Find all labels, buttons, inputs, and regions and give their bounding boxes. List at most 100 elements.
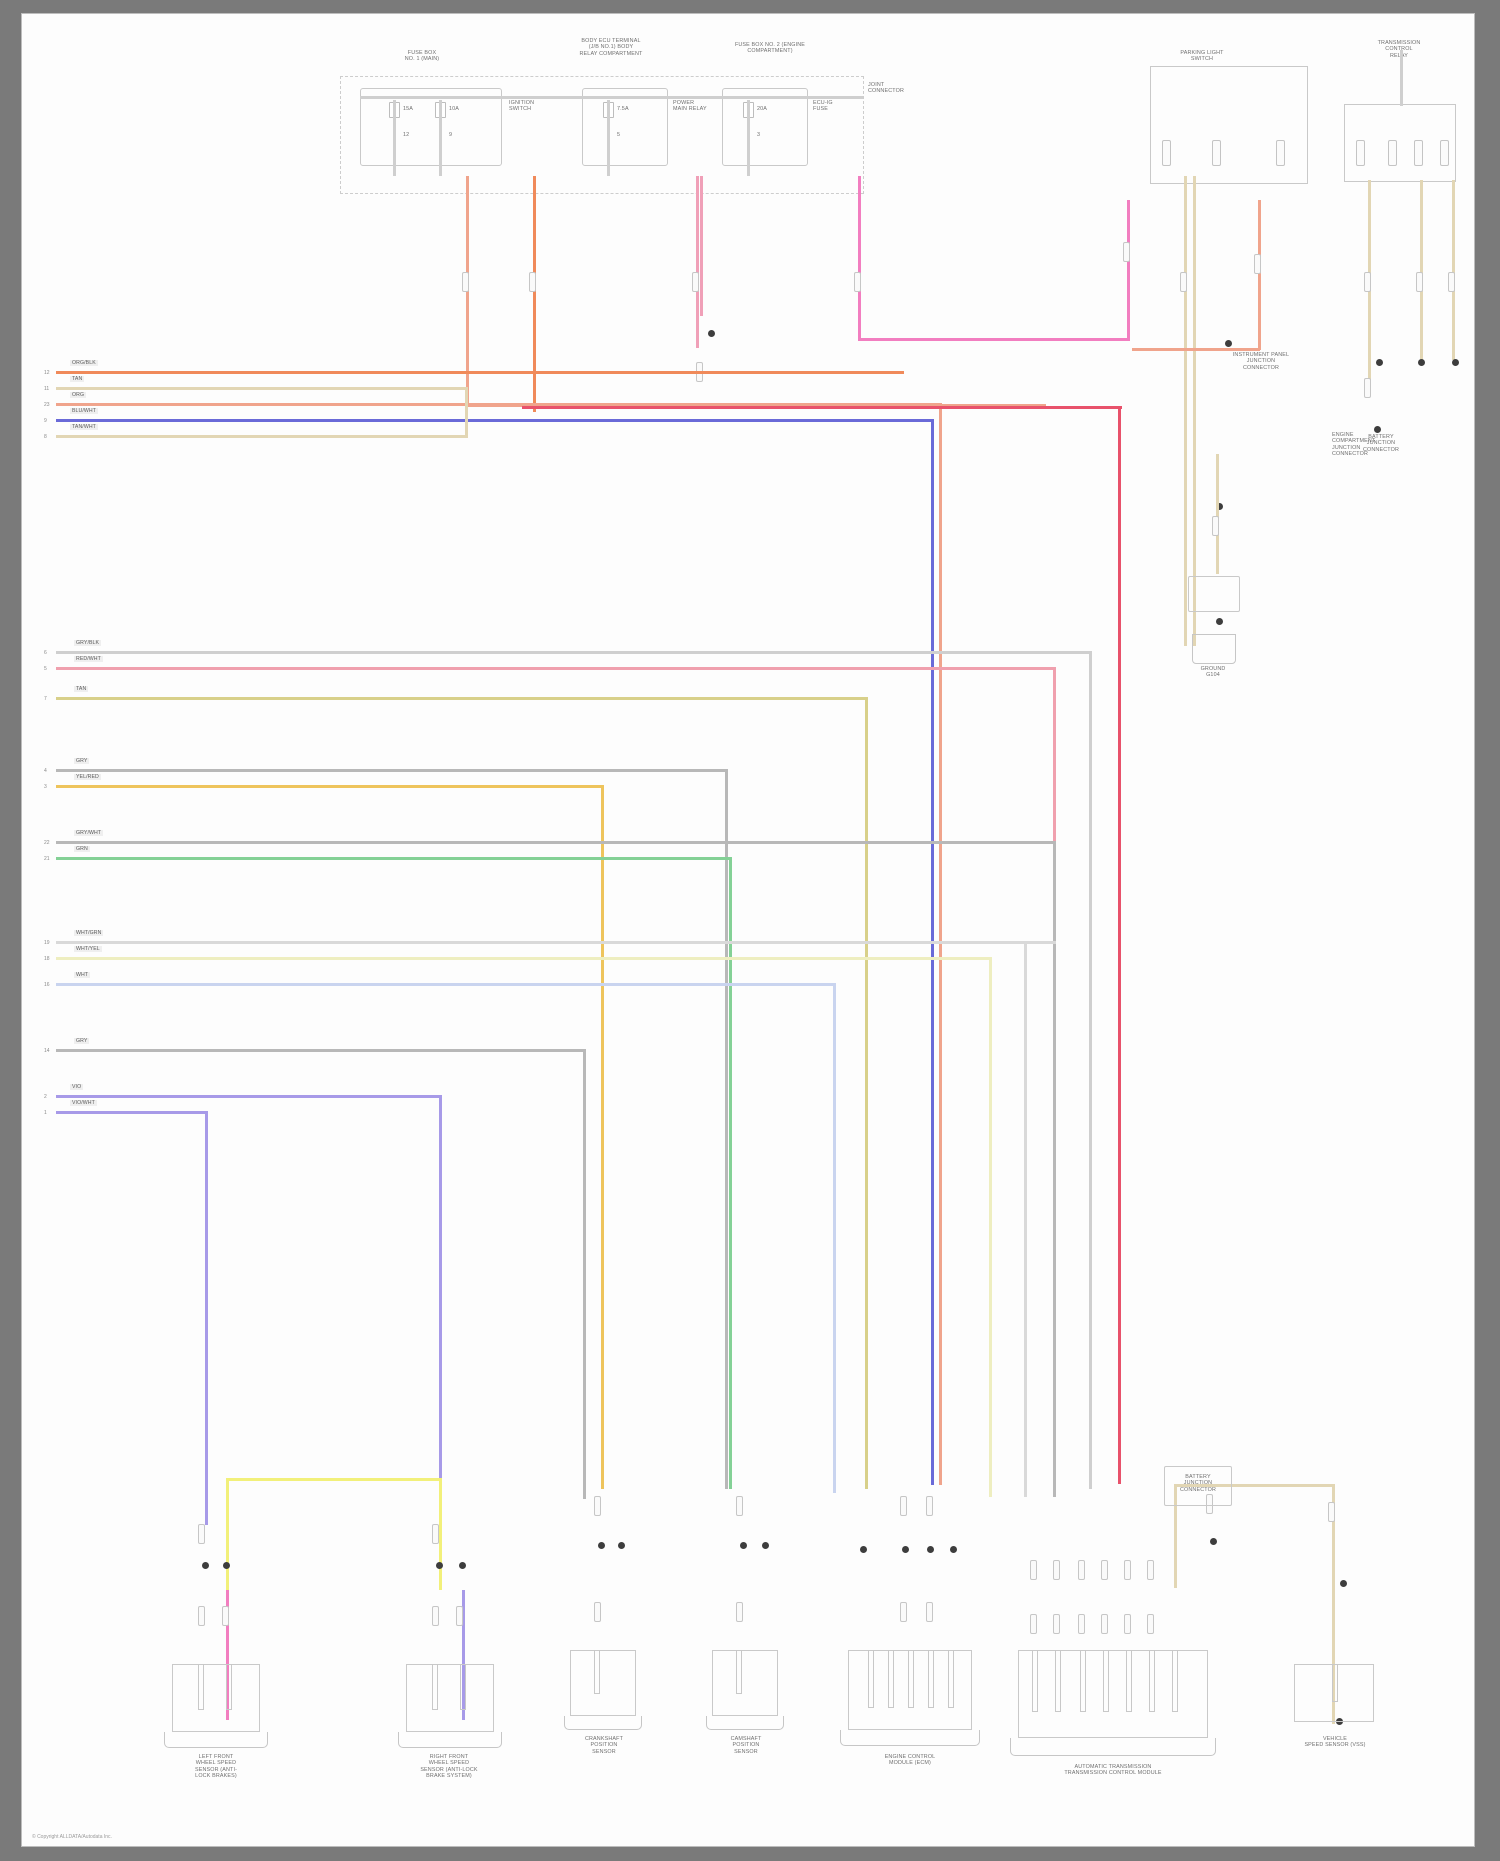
fuse-block-left-title: FUSE BOX NO. 1 (MAIN) (404, 50, 440, 63)
transmission-relay-pin-4[interactable] (1440, 140, 1449, 166)
terminal-bt10[interactable] (736, 1602, 743, 1622)
harness-c-wire-1 (56, 697, 868, 700)
mod-crank-sensor-body (570, 1650, 636, 1716)
terminal-bt7[interactable] (594, 1496, 601, 1516)
harness-c-label-1: TAN (74, 686, 89, 692)
terminal-bt12[interactable] (926, 1496, 933, 1516)
park-light-pin-1[interactable] (1162, 140, 1171, 166)
terminal-t12[interactable] (1364, 378, 1371, 398)
fuse-block-right-body (722, 88, 808, 166)
terminal-bt15[interactable] (1206, 1494, 1213, 1514)
harness-a-wire-4-v (931, 419, 934, 1485)
harness-a-pin-1: 12 (44, 370, 50, 376)
terminal-tcm-5[interactable] (1124, 1560, 1131, 1580)
mod-abs-speed-lf-prong-1 (198, 1664, 204, 1710)
transmission-relay-pin-2[interactable] (1388, 140, 1397, 166)
park-light-switch-body (1150, 66, 1308, 184)
park-light-pin-2[interactable] (1212, 140, 1221, 166)
terminal-tcm-11[interactable] (1124, 1614, 1131, 1634)
splice-point-b13 (1210, 1538, 1217, 1545)
terminal-bt4[interactable] (432, 1524, 439, 1544)
tcm-aux-connector (1164, 1466, 1232, 1506)
mod-engine-ecu-prong-3 (908, 1650, 914, 1708)
terminal-bt16[interactable] (1328, 1502, 1335, 1522)
fuse-20a-label: 20A (757, 106, 768, 112)
terminal-bt3[interactable] (222, 1606, 229, 1626)
harness-f-wire-2-v (989, 957, 992, 1497)
terminal-tcm-1[interactable] (1030, 1560, 1037, 1580)
terminal-bt8[interactable] (594, 1602, 601, 1622)
harness-e-label-2: GRN (74, 846, 90, 852)
terminal-t1[interactable] (462, 272, 469, 292)
terminal-tcm-9[interactable] (1078, 1614, 1085, 1634)
wire-jc-drop (1216, 454, 1219, 574)
terminal-tcm-10[interactable] (1101, 1614, 1108, 1634)
wire-yellow-jumper-v1 (226, 1478, 229, 1590)
mod-abs-speed-rf-shell (398, 1732, 502, 1748)
harness-a-wire-2 (56, 387, 468, 390)
harness-h-label-2: VIO/WHT (70, 1100, 97, 1106)
terminal-jc-1[interactable] (1212, 516, 1219, 536)
mod-cam-sensor-prong-1 (736, 1650, 742, 1694)
harness-c-wire-1-v (865, 697, 868, 1489)
splice-point-b3 (436, 1562, 443, 1569)
harness-b-label-1: GRY/BLK (74, 640, 102, 646)
fuse-block-center-title: BODY ECU TERMINAL (J/B NO.1) BODY RELAY … (579, 38, 643, 57)
terminal-bt5[interactable] (432, 1606, 439, 1626)
mod-abs-speed-rf-prong-1 (432, 1664, 438, 1710)
harness-a-pin-3: 23 (44, 402, 50, 408)
terminal-bt2[interactable] (198, 1606, 205, 1626)
splice-point-s3 (1376, 359, 1383, 366)
mod-tcm-prong-7 (1172, 1650, 1178, 1712)
terminal-bt9[interactable] (736, 1496, 743, 1516)
terminal-t7[interactable] (1180, 272, 1187, 292)
harness-g-label-1: GRY (74, 1038, 90, 1044)
terminal-t2[interactable] (529, 272, 536, 292)
terminal-t3[interactable] (692, 272, 699, 292)
mod-engine-ecu-shell (840, 1730, 980, 1746)
terminal-tcm-8[interactable] (1053, 1614, 1060, 1634)
terminal-bt6[interactable] (456, 1606, 463, 1626)
wire-run-tan-far-b (1420, 180, 1423, 360)
harness-d-pin-2: 3 (44, 784, 47, 790)
terminal-t11[interactable] (1448, 272, 1455, 292)
transmission-relay-pin-3[interactable] (1414, 140, 1423, 166)
park-light-pin-3[interactable] (1276, 140, 1285, 166)
harness-f-pin-3: 16 (44, 982, 50, 988)
terminal-tcm-2[interactable] (1053, 1560, 1060, 1580)
terminal-tcm-4[interactable] (1101, 1560, 1108, 1580)
terminal-tcm-3[interactable] (1078, 1560, 1085, 1580)
mod-abs-speed-rf-body (406, 1664, 494, 1732)
terminal-t5[interactable] (854, 272, 861, 292)
harness-d-label-1: GRY (74, 758, 90, 764)
park-light-switch-title: PARKING LIGHT SWITCH (1180, 50, 1224, 63)
terminal-t10[interactable] (1416, 272, 1423, 292)
mod-tcm-prong-5 (1126, 1650, 1132, 1712)
terminal-t8[interactable] (1254, 254, 1261, 274)
harness-a-pin-4: 9 (44, 418, 47, 424)
harness-h-wire-2-v (205, 1111, 208, 1525)
mod-vss-prong-1 (1332, 1664, 1338, 1702)
harness-h-wire-2 (56, 1111, 208, 1114)
wire-pink-sensor-lead (226, 1590, 229, 1720)
harness-b-label-2: RED/WHT (74, 656, 103, 662)
splice-point-b11 (927, 1546, 934, 1553)
terminal-tcm-12[interactable] (1147, 1614, 1154, 1634)
transmission-relay-pin-1[interactable] (1356, 140, 1365, 166)
terminal-bt1[interactable] (198, 1524, 205, 1544)
splice-point-b2 (223, 1562, 230, 1569)
wire-tan-jumper-h (1174, 1484, 1332, 1487)
fuse-block-center-note: POWER MAIN RELAY (673, 100, 707, 113)
junction-connector-body (1188, 576, 1240, 612)
terminal-t6[interactable] (1123, 242, 1130, 262)
terminal-tcm-7[interactable] (1030, 1614, 1037, 1634)
terminal-bt11[interactable] (900, 1496, 907, 1516)
terminal-tcm-6[interactable] (1147, 1560, 1154, 1580)
mod-tcm-title: AUTOMATIC TRANSMISSION TRANSMISSION CONT… (1064, 1764, 1162, 1777)
diagram-sheet: FUSE BOX NO. 1 (MAIN) 15A 10A 12 9 IGNIT… (22, 14, 1474, 1846)
mod-tcm-prong-2 (1055, 1650, 1061, 1712)
terminal-bt14[interactable] (926, 1602, 933, 1622)
terminal-bt13[interactable] (900, 1602, 907, 1622)
terminal-t9[interactable] (1364, 272, 1371, 292)
mod-engine-ecu-body (848, 1650, 972, 1730)
